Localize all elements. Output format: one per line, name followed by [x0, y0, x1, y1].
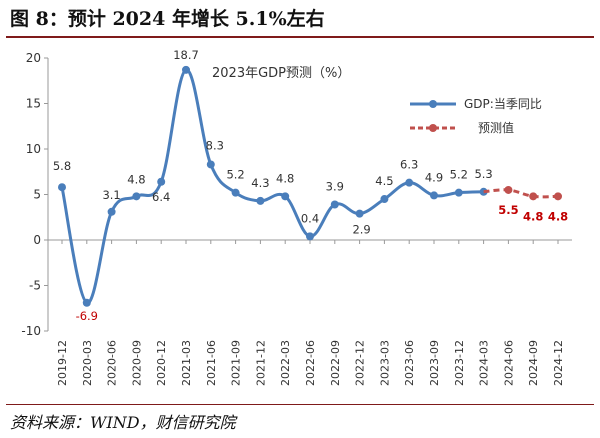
x-tick-label: 2020-12 — [155, 340, 168, 386]
actual-data-label: 4.8 — [276, 171, 294, 185]
actual-data-label: 4.3 — [251, 176, 269, 190]
source-note: 资料来源：WIND，财信研究院 — [10, 413, 236, 432]
actual-data-label: 5.3 — [474, 167, 492, 181]
x-tick-label: 2023-03 — [378, 340, 391, 386]
forecast-data-label: 4.8 — [548, 209, 568, 223]
y-tick-label: -10 — [21, 324, 41, 338]
x-tick-label: 2020-03 — [81, 340, 94, 386]
figure-title: 图 8：预计 2024 年增长 5.1%左右 — [10, 8, 325, 30]
actual-data-label: 6.3 — [400, 158, 418, 172]
y-tick-label: 5 — [33, 188, 41, 202]
actual-point — [231, 188, 240, 197]
legend-label-actual: GDP:当季同比 — [464, 97, 542, 111]
actual-point — [330, 200, 339, 209]
actual-point — [430, 191, 438, 200]
actual-data-label: 3.9 — [326, 180, 344, 194]
chart-subtitle: 2023年GDP预测（%） — [212, 66, 350, 81]
actual-point — [132, 192, 141, 201]
y-tick-label: 0 — [33, 233, 41, 247]
y-tick-label: 20 — [26, 51, 41, 65]
legend: GDP:当季同比 预测值 — [410, 97, 542, 135]
forecast-point — [554, 192, 562, 201]
forecast-point — [504, 185, 513, 194]
x-tick-label: 2024-09 — [527, 340, 540, 386]
legend-marker-actual — [429, 100, 437, 108]
actual-point — [256, 196, 265, 205]
actual-data-label: 6.4 — [152, 190, 170, 204]
x-tick-label: 2023-09 — [428, 340, 441, 386]
actual-point — [380, 195, 389, 204]
x-tick-label: 2020-06 — [106, 340, 119, 386]
y-tick-label: -5 — [29, 279, 41, 293]
forecast-series-line — [483, 188, 559, 199]
actual-data-label: 18.7 — [173, 48, 199, 62]
forecast-data-label: 4.8 — [523, 209, 543, 223]
actual-data-label: 5.2 — [226, 168, 244, 182]
y-tick-label: 10 — [26, 142, 41, 156]
x-tick-label: 2021-03 — [180, 340, 193, 386]
x-tick-label: 2019-12 — [56, 340, 69, 386]
actual-point — [58, 183, 66, 192]
x-tick-label: 2024-03 — [478, 340, 491, 386]
x-tick-label: 2024-06 — [502, 340, 515, 386]
actual-point — [454, 188, 463, 197]
actual-data-label: 8.3 — [206, 138, 224, 152]
x-tick-label: 2024-12 — [552, 340, 565, 386]
x-tick-label: 2020-09 — [130, 340, 143, 386]
labels-layer: 5.8 -6.9 3.1 4.8 6.4 18.7 8.3 5.2 4.3 4.8 0.4 3.9 2.… — [53, 48, 568, 323]
x-tick-label: 2023-06 — [403, 340, 416, 386]
actual-point — [281, 192, 290, 201]
actual-point — [206, 160, 215, 169]
line-chart: 20 15 10 5 0 -5 -10 2019-12 2020-03 2020-06 2020-0… — [21, 48, 572, 386]
lines-layer — [58, 65, 562, 307]
y-tick-label: 15 — [26, 97, 41, 111]
x-tick-label: 2023-12 — [453, 340, 466, 386]
x-tick-label: 2022-03 — [279, 340, 292, 386]
x-tick-label: 2021-06 — [205, 340, 218, 386]
x-tick-label: 2021-09 — [230, 340, 243, 386]
actual-data-label: 4.5 — [375, 174, 393, 188]
forecast-point — [529, 192, 538, 201]
actual-point — [306, 232, 314, 241]
actual-data-label: 4.8 — [127, 172, 145, 186]
actual-data-label: 2.9 — [352, 223, 370, 237]
title-rule — [6, 36, 594, 38]
actual-data-label: 0.4 — [301, 211, 319, 225]
axes-layer: 20 15 10 5 0 -5 -10 2019-12 2020-03 2020-06 2020-0… — [21, 51, 572, 386]
actual-data-label: 3.1 — [102, 188, 120, 202]
x-tick-label: 2022-09 — [329, 340, 342, 386]
actual-data-label: 4.9 — [425, 170, 443, 184]
actual-point — [355, 209, 364, 218]
actual-data-label: 5.2 — [450, 168, 468, 182]
actual-point — [182, 65, 190, 74]
actual-data-label: -6.9 — [76, 309, 98, 323]
x-tick-label: 2022-06 — [304, 340, 317, 386]
forecast-data-label: 5.5 — [498, 203, 518, 217]
actual-point — [405, 178, 414, 187]
x-tick-label: 2022-12 — [354, 340, 367, 386]
x-tick-label: 2021-12 — [254, 340, 267, 386]
actual-point — [157, 177, 166, 186]
legend-label-forecast: 预测值 — [478, 120, 514, 135]
actual-data-label: 5.8 — [53, 159, 71, 173]
actual-point — [107, 207, 116, 216]
actual-point — [82, 298, 91, 307]
legend-marker-forecast — [429, 124, 437, 132]
footer-rule — [6, 404, 594, 405]
